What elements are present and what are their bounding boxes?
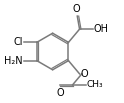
Text: H₂N: H₂N [4, 56, 23, 66]
Text: O: O [80, 69, 88, 79]
Text: O: O [73, 4, 81, 14]
Text: OH: OH [93, 24, 108, 34]
Text: O: O [56, 88, 64, 98]
Text: Cl: Cl [14, 37, 23, 47]
Text: CH₃: CH₃ [86, 80, 103, 89]
